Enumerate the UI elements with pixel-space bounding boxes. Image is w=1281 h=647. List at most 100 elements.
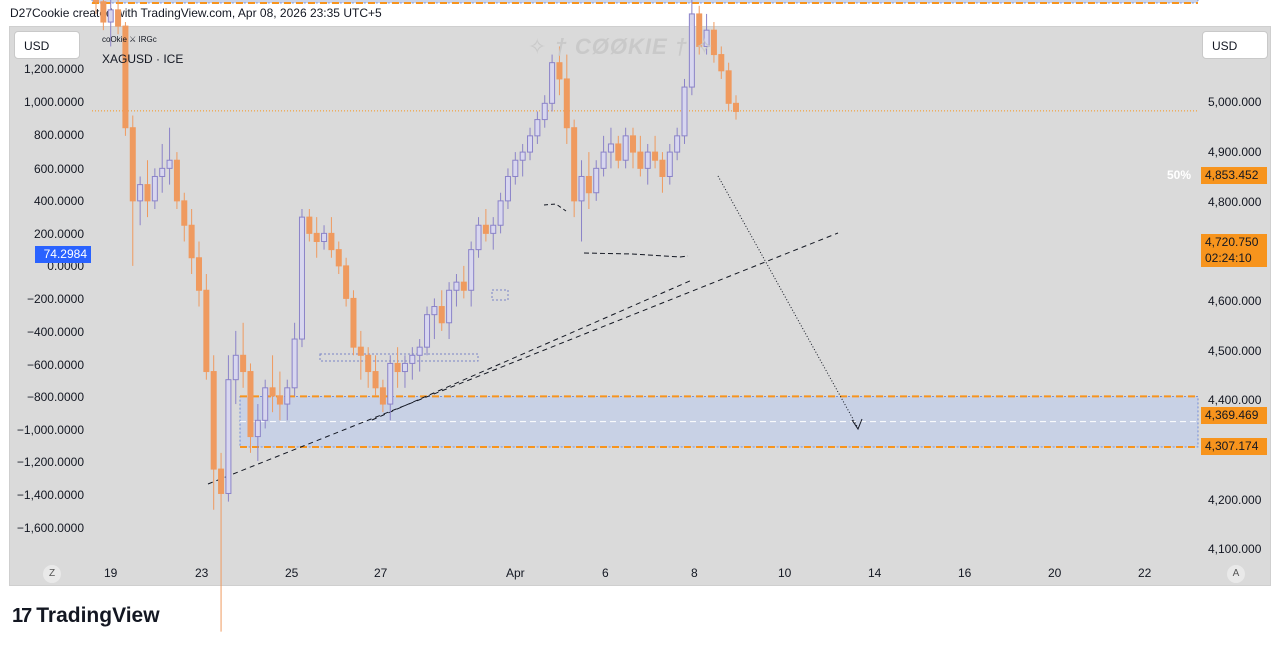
candle-body xyxy=(688,13,695,88)
x-axis-label: 16 xyxy=(958,566,972,580)
candle-body xyxy=(210,371,217,470)
candle-body xyxy=(115,9,122,27)
candle-body xyxy=(674,135,681,153)
candle-body xyxy=(284,387,291,405)
candle-body xyxy=(276,395,283,405)
candle-body xyxy=(549,62,556,104)
candle-body xyxy=(379,387,386,405)
candle-body xyxy=(122,25,129,129)
pattern-marker xyxy=(543,203,567,212)
candle-body xyxy=(372,371,379,389)
candle-body xyxy=(431,306,438,316)
candle-body xyxy=(93,0,99,3)
candle-body xyxy=(195,257,202,291)
candle-body xyxy=(137,184,144,202)
neckline xyxy=(583,252,689,258)
x-axis-label: 23 xyxy=(195,566,209,580)
zones-layer xyxy=(91,0,1199,448)
fib-50-label: 50% xyxy=(1167,168,1192,182)
tradingview-wordmark: TradingView xyxy=(36,604,160,627)
symbol-legend[interactable]: XAGUSD · ICE xyxy=(102,52,184,66)
candle-body xyxy=(254,419,261,438)
candle-body xyxy=(666,151,673,177)
range-box xyxy=(491,289,509,301)
candle-body xyxy=(637,151,644,169)
candle-body xyxy=(438,306,445,324)
candle-body xyxy=(225,379,232,494)
candle-body xyxy=(644,151,651,169)
candle-body xyxy=(733,102,739,112)
candle-body xyxy=(615,143,622,161)
right-axis-label: 4,100.000 xyxy=(1208,542,1262,556)
candle-body xyxy=(188,224,195,259)
watermark: ✧ † CØØKIE † ✧ xyxy=(528,34,715,59)
candle-body xyxy=(424,314,431,348)
left-current-value-tag: 74.2984 xyxy=(35,246,91,263)
x-axis-label: 27 xyxy=(374,566,388,580)
left-currency-selector[interactable]: USD xyxy=(14,31,80,59)
candle-body xyxy=(166,159,173,169)
candle-body xyxy=(232,354,239,381)
candle-body xyxy=(453,281,460,291)
candle-body xyxy=(725,70,732,104)
candle-body xyxy=(107,9,114,23)
left-axis-label: 800.0000 xyxy=(33,128,84,142)
candle-body xyxy=(622,135,629,161)
candle-body xyxy=(269,387,276,397)
zone-upper-price-tag: 4,853.452 xyxy=(1201,167,1267,184)
candle-body xyxy=(490,224,497,234)
projection-path xyxy=(717,175,859,429)
candle-body xyxy=(512,159,519,177)
candle-body xyxy=(240,354,247,373)
candle-body xyxy=(534,119,541,137)
left-axis-label: 600.0000 xyxy=(33,162,84,176)
left-axis-label: −600.0000 xyxy=(26,358,84,372)
left-scale-toggle[interactable]: Z xyxy=(43,565,61,583)
candle-body xyxy=(328,232,335,251)
zone-lower-bottom-tag: 4,307.174 xyxy=(1201,438,1267,455)
candle-body xyxy=(357,346,364,356)
candle-body xyxy=(401,362,408,373)
candle-body xyxy=(365,354,372,373)
candle-body xyxy=(409,354,416,364)
candle-body xyxy=(556,62,563,80)
left-axis-label: 1,000.0000 xyxy=(23,95,84,109)
candle-body xyxy=(313,232,320,243)
x-axis-label: 8 xyxy=(691,566,698,580)
drawings-layer xyxy=(92,110,1198,485)
candle-body xyxy=(482,224,489,234)
left-axis-label: −1,600.0000 xyxy=(16,521,84,535)
left-axis-label: −1,400.0000 xyxy=(16,488,84,502)
candle-body xyxy=(563,78,570,129)
right-axis-label: 4,500.000 xyxy=(1208,344,1262,358)
right-currency-selector[interactable]: USD xyxy=(1202,31,1268,59)
x-axis-label: 14 xyxy=(868,566,882,580)
candle-body xyxy=(335,249,342,267)
candle-body xyxy=(541,102,548,121)
candle-body xyxy=(321,232,328,243)
candle-body xyxy=(504,175,511,202)
x-axis-label: Apr xyxy=(506,566,525,580)
candle-body xyxy=(129,127,136,202)
candle-body xyxy=(696,13,703,47)
candle-body xyxy=(710,29,717,56)
candle-body xyxy=(652,151,659,161)
tradingview-brand[interactable]: 17 TradingView xyxy=(12,604,160,628)
candle-body xyxy=(306,216,313,234)
candle-body xyxy=(181,200,188,226)
candle-body xyxy=(527,135,534,153)
left-axis-label: −200.0000 xyxy=(26,292,84,306)
right-axis-label: 4,400.000 xyxy=(1208,393,1262,407)
trendline-upper xyxy=(371,279,693,421)
indicator-legend: coOkie ⚔ IRGc xyxy=(102,35,157,44)
candle-body xyxy=(350,297,357,348)
projection-arrow-icon xyxy=(851,418,863,431)
candle-body xyxy=(593,167,600,194)
candle-body xyxy=(218,468,225,494)
candle-body xyxy=(600,151,607,169)
right-axis-label: 4,600.000 xyxy=(1208,294,1262,308)
candle-body xyxy=(460,281,467,291)
candle-body xyxy=(497,200,504,226)
auto-scale-toggle[interactable]: A xyxy=(1227,565,1245,583)
